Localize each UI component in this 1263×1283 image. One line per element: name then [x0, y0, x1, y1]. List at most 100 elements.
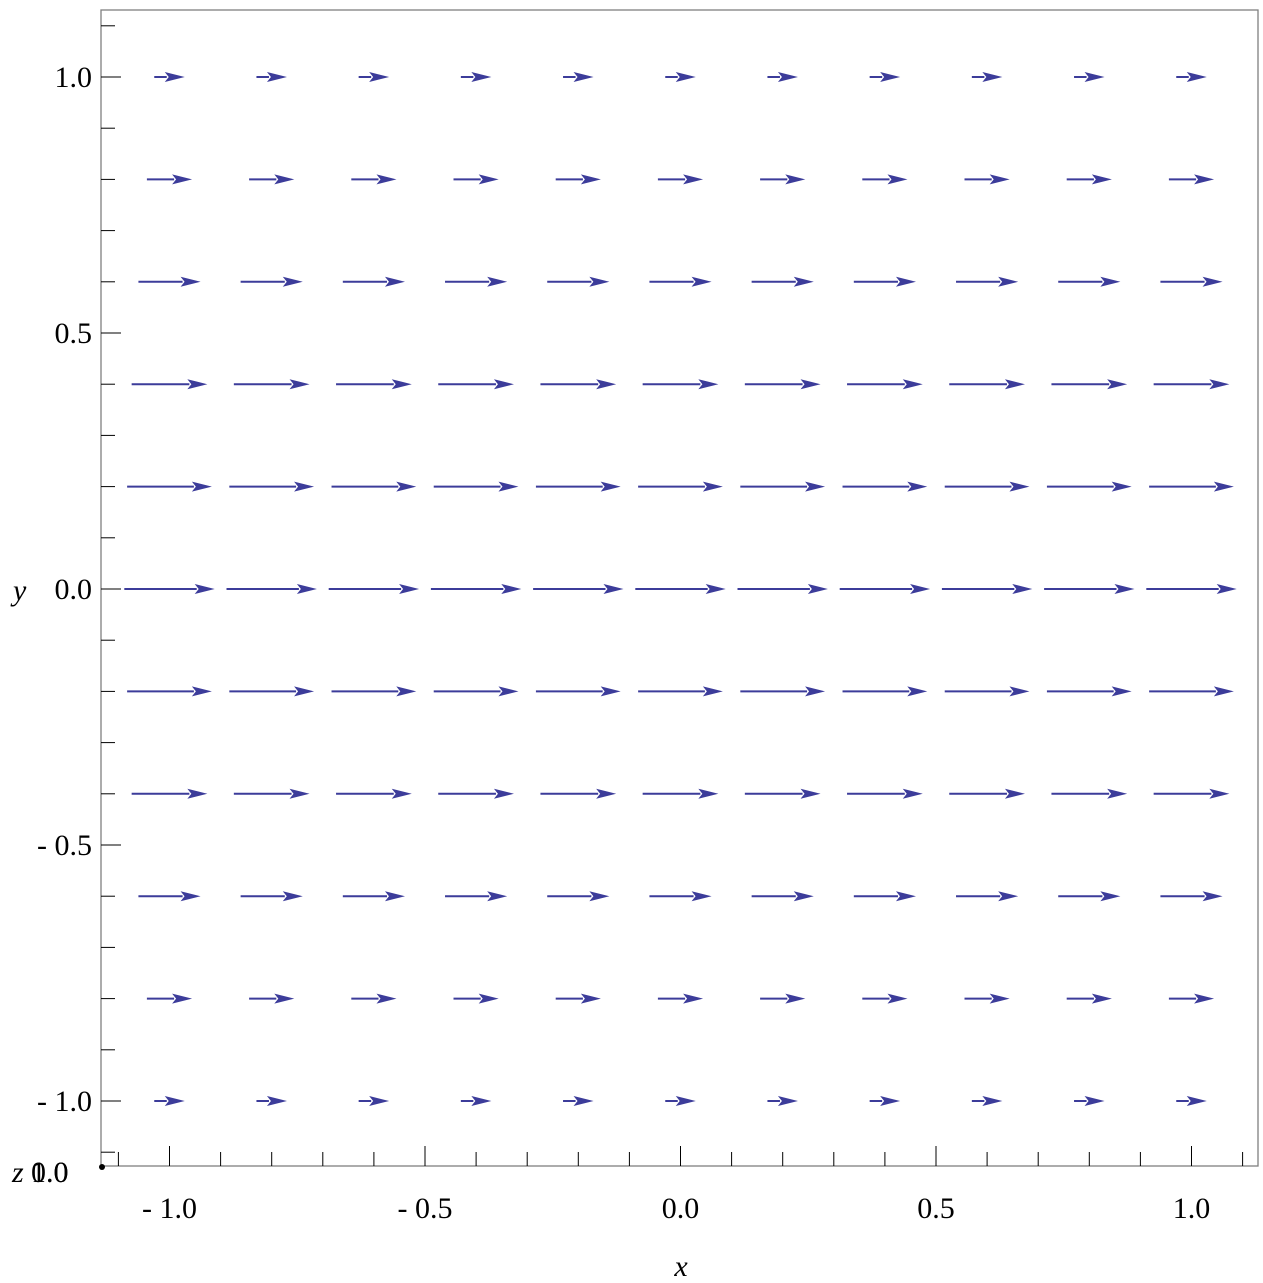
vector-arrow — [853, 891, 916, 902]
vector-arrow — [839, 584, 931, 594]
vector-arrow — [1168, 174, 1215, 185]
vector-arrow — [535, 686, 621, 697]
vector-arrow — [146, 993, 193, 1004]
vector-arrow — [737, 584, 828, 594]
vector-arrow — [127, 481, 212, 492]
vector-arrow — [154, 1096, 185, 1106]
vector-arrow — [638, 686, 723, 697]
vector-arrow — [438, 788, 514, 799]
vector-arrow — [657, 174, 704, 185]
vector-arrow — [649, 276, 712, 287]
vector-arrow — [336, 788, 412, 799]
vector-arrow — [842, 481, 928, 492]
vector-arrow — [944, 481, 1030, 492]
vector-arrow — [358, 1096, 390, 1106]
vector-arrow — [744, 379, 821, 390]
vector-arrow — [751, 276, 814, 287]
vector-arrow — [256, 72, 287, 82]
vector-arrow — [751, 891, 814, 902]
vector-arrow — [535, 481, 621, 492]
vector-arrow — [1046, 686, 1132, 697]
y-tick-label: - 0.5 — [37, 829, 92, 862]
vector-arrow — [438, 379, 514, 390]
vector-arrow — [1074, 1096, 1105, 1106]
vector-arrow — [1051, 379, 1128, 390]
x-axis: - 1.0 - 0.5 0.0 0.5 1.0 — [117, 1146, 1244, 1225]
vector-arrow — [1046, 481, 1132, 492]
origin-dot — [99, 1164, 105, 1170]
vector-arrow — [131, 379, 208, 390]
vector-arrow — [328, 584, 420, 594]
vector-arrow — [1051, 788, 1128, 799]
z-label: z — [11, 1156, 24, 1189]
vector-arrow — [256, 1096, 287, 1106]
vector-arrow — [642, 379, 719, 390]
x-tick-label: - 1.0 — [142, 1192, 197, 1225]
vector-arrow — [767, 1096, 798, 1106]
vector-arrow — [665, 72, 696, 82]
vector-arrow — [547, 276, 610, 287]
vector-arrow — [1160, 891, 1223, 902]
vector-arrow — [433, 481, 519, 492]
y-axis: 1.0 0.5 0.0 - 0.5 - 1.0 — [37, 25, 121, 1153]
vector-arrow — [1074, 72, 1105, 82]
vector-arrow — [1146, 584, 1237, 594]
vector-arrow — [331, 481, 417, 492]
y-tick-label: 0.5 — [55, 317, 93, 350]
vector-arrow — [642, 788, 719, 799]
vector-arrow — [547, 891, 610, 902]
vector-arrow — [342, 276, 405, 287]
y-tick-label: - 1.0 — [37, 1085, 92, 1118]
vector-arrow — [453, 993, 499, 1004]
y-tick-label: 1.0 — [55, 61, 93, 94]
vector-arrow — [460, 1096, 492, 1106]
vector-arrow — [971, 72, 1003, 82]
vector-arrow — [555, 993, 601, 1004]
vector-arrow — [1044, 584, 1135, 594]
vector-arrow — [760, 993, 806, 1004]
vector-arrow — [540, 379, 617, 390]
vector-arrow — [249, 174, 295, 185]
vector-arrow — [665, 1096, 696, 1106]
vector-arrow — [949, 379, 1025, 390]
plot-frame — [100, 9, 1259, 1167]
vector-arrow — [744, 788, 821, 799]
vector-arrow — [1153, 379, 1230, 390]
vector-arrow — [944, 686, 1030, 697]
vector-arrow — [1066, 993, 1112, 1004]
vector-arrow — [869, 72, 901, 82]
vector-arrow — [445, 891, 508, 902]
x-tick-label: - 0.5 — [398, 1192, 453, 1225]
vector-arrow — [131, 788, 208, 799]
arrows-group — [124, 72, 1237, 1106]
vector-arrow — [154, 72, 185, 82]
vector-arrow — [233, 379, 310, 390]
vector-arrow — [1058, 276, 1121, 287]
vector-arrow — [847, 788, 923, 799]
vector-arrow — [1066, 174, 1112, 185]
vector-arrow — [869, 1096, 901, 1106]
x-tick-label: 0.0 — [662, 1192, 700, 1225]
vector-arrow — [453, 174, 499, 185]
vector-arrow — [358, 72, 390, 82]
vector-arrow — [1160, 276, 1223, 287]
vector-arrow — [240, 891, 303, 902]
vector-arrow — [760, 174, 806, 185]
vector-arrow — [540, 788, 617, 799]
vector-arrow — [740, 686, 826, 697]
vector-arrow — [1153, 788, 1230, 799]
vector-arrow — [1176, 72, 1207, 82]
vector-arrow — [1149, 686, 1234, 697]
vector-arrow — [563, 72, 594, 82]
vector-arrow — [240, 276, 303, 287]
vector-arrow — [342, 891, 405, 902]
vector-arrow — [460, 72, 492, 82]
vector-arrow — [862, 993, 908, 1004]
z-corner-label: z 0.0 1.0 — [11, 1156, 105, 1189]
vector-arrow — [964, 993, 1010, 1004]
vector-arrow — [433, 686, 519, 697]
vector-arrow — [649, 891, 712, 902]
vector-arrow — [1176, 1096, 1207, 1106]
corner-label-0: 0.0 — [31, 1156, 69, 1189]
